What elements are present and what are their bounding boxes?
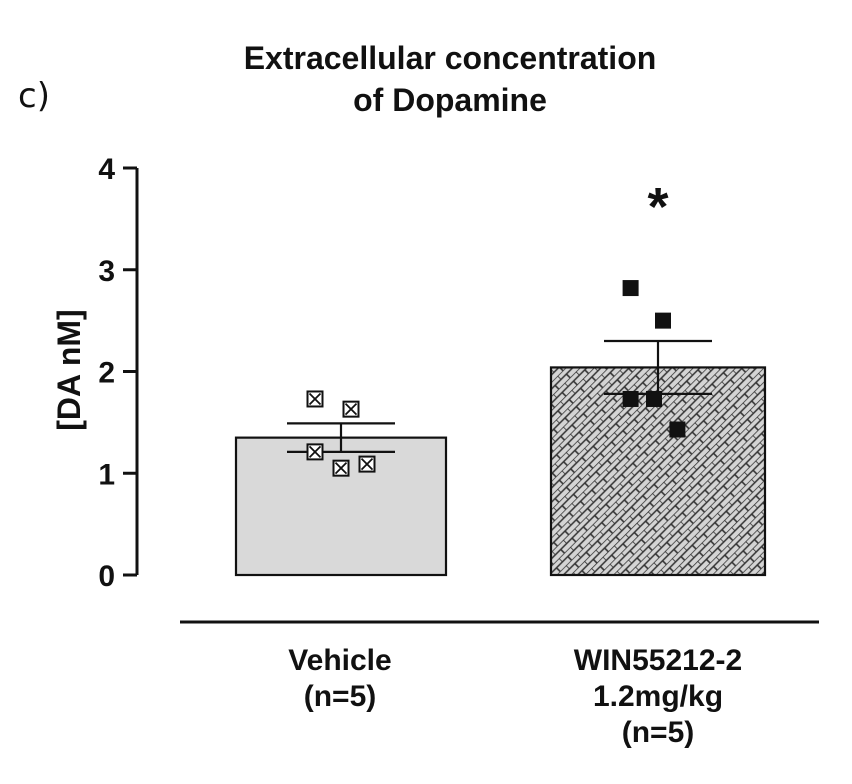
data-point-cross-b-0-2: [308, 445, 322, 459]
data-point-cross-b-0-0: [308, 392, 322, 406]
significance-marker-1: *: [647, 177, 668, 237]
data-point-1-0: [622, 280, 639, 297]
data-point-1-3: [646, 390, 662, 407]
data-point-1-1: [655, 312, 671, 329]
chart-title-line-1: Extracellular concentration: [243, 40, 657, 76]
category-label-win55212: WIN55212-2 1.2mg/kg (n=5): [538, 643, 778, 751]
data-point-cross-b-0-3: [334, 462, 348, 475]
chart-title-line-2: of Dopamine: [353, 82, 547, 118]
y-tick-label-2: 2: [98, 357, 115, 390]
y-tick-label-1: 1: [98, 458, 115, 491]
category-label-vehicle-line-2: (n=5): [303, 680, 377, 713]
category-label-vehicle-line-1: Vehicle: [288, 644, 392, 677]
panel-label: c): [18, 76, 50, 116]
category-label-vehicle: Vehicle (n=5): [240, 643, 440, 715]
category-label-win55212-line-1: WIN55212-2: [573, 644, 743, 677]
data-point-cross-b-0-4: [360, 457, 374, 471]
data-point-cross-b-0-1: [344, 403, 358, 416]
y-axis-label: [DA nM]: [51, 309, 87, 430]
y-tick-label-0: 0: [98, 560, 115, 593]
category-label-win55212-line-3: (n=5): [621, 716, 695, 749]
data-point-1-2: [622, 390, 639, 407]
bar-0: [234, 436, 448, 577]
data-point-1-4: [669, 421, 686, 438]
y-tick-label-3: 3: [98, 255, 115, 288]
category-label-win55212-line-2: 1.2mg/kg: [592, 680, 724, 713]
y-tick-label-4: 4: [98, 153, 115, 186]
